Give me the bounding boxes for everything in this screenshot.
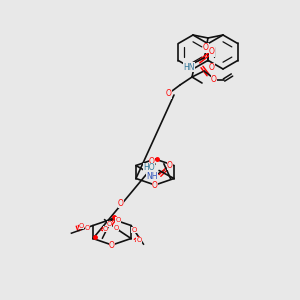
Text: O: O bbox=[166, 89, 172, 98]
Text: O: O bbox=[152, 181, 158, 190]
Text: O: O bbox=[132, 227, 137, 233]
Text: O: O bbox=[85, 224, 90, 230]
Text: O: O bbox=[118, 199, 124, 208]
Text: O: O bbox=[116, 218, 121, 224]
Text: O: O bbox=[209, 47, 215, 56]
Text: NH: NH bbox=[146, 172, 158, 181]
Text: HN: HN bbox=[183, 62, 195, 71]
Text: O: O bbox=[107, 221, 112, 227]
Text: O: O bbox=[209, 64, 215, 73]
Text: O: O bbox=[109, 241, 115, 250]
Text: O: O bbox=[167, 161, 173, 170]
Text: HO: HO bbox=[143, 163, 155, 172]
Text: O: O bbox=[203, 44, 209, 52]
Text: O: O bbox=[79, 223, 84, 229]
Text: O: O bbox=[103, 226, 108, 232]
Text: O: O bbox=[211, 76, 217, 85]
Text: O: O bbox=[149, 158, 155, 166]
Text: O: O bbox=[113, 225, 118, 231]
Text: O: O bbox=[136, 237, 142, 243]
